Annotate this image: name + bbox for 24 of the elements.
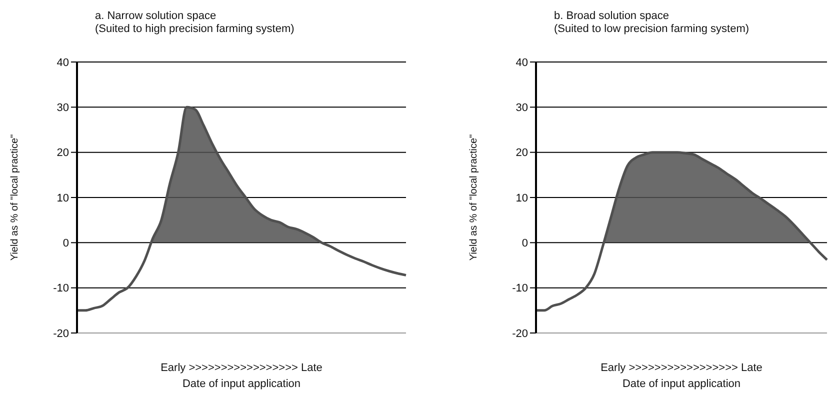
text: Early >>>>>>>>>>>>>>>>> Late xyxy=(160,362,324,374)
text: Early >>>>>>>>>>>>>>>>> Late xyxy=(600,362,764,374)
y-tick-label: 40 xyxy=(516,56,528,69)
y-tick-label: 10 xyxy=(516,192,528,204)
y-axis-title: Yield as % of "local practice" xyxy=(468,134,480,261)
y-tick-label: 0 xyxy=(62,238,69,250)
y-tick-label: -20 xyxy=(53,328,69,340)
y-tick-label: 10 xyxy=(56,192,69,204)
y-tick-label: -10 xyxy=(53,282,69,295)
chart-subtitle: (Suited to high precision farming system) xyxy=(95,23,294,35)
y-tick-label: 30 xyxy=(56,102,69,114)
chart-title: a. Narrow solution space xyxy=(95,10,216,22)
chart-subtitle: (Suited to low precision farming system) xyxy=(554,23,750,35)
y-tick-label: -20 xyxy=(512,328,528,340)
x-axis-title: Date of input application xyxy=(181,378,302,390)
y-axis-title: Yield as % of "local practice" xyxy=(10,134,21,261)
y-tick-label: 30 xyxy=(516,102,528,114)
x-axis-title: Date of input application xyxy=(621,378,742,390)
y-tick-label: 40 xyxy=(56,56,69,69)
y-tick-label: 20 xyxy=(516,147,528,160)
y-tick-label: 0 xyxy=(522,238,528,250)
y-tick-label: 20 xyxy=(56,147,69,160)
y-tick-label: -10 xyxy=(512,282,528,295)
chart-title: b. Broad solution space xyxy=(554,10,669,22)
